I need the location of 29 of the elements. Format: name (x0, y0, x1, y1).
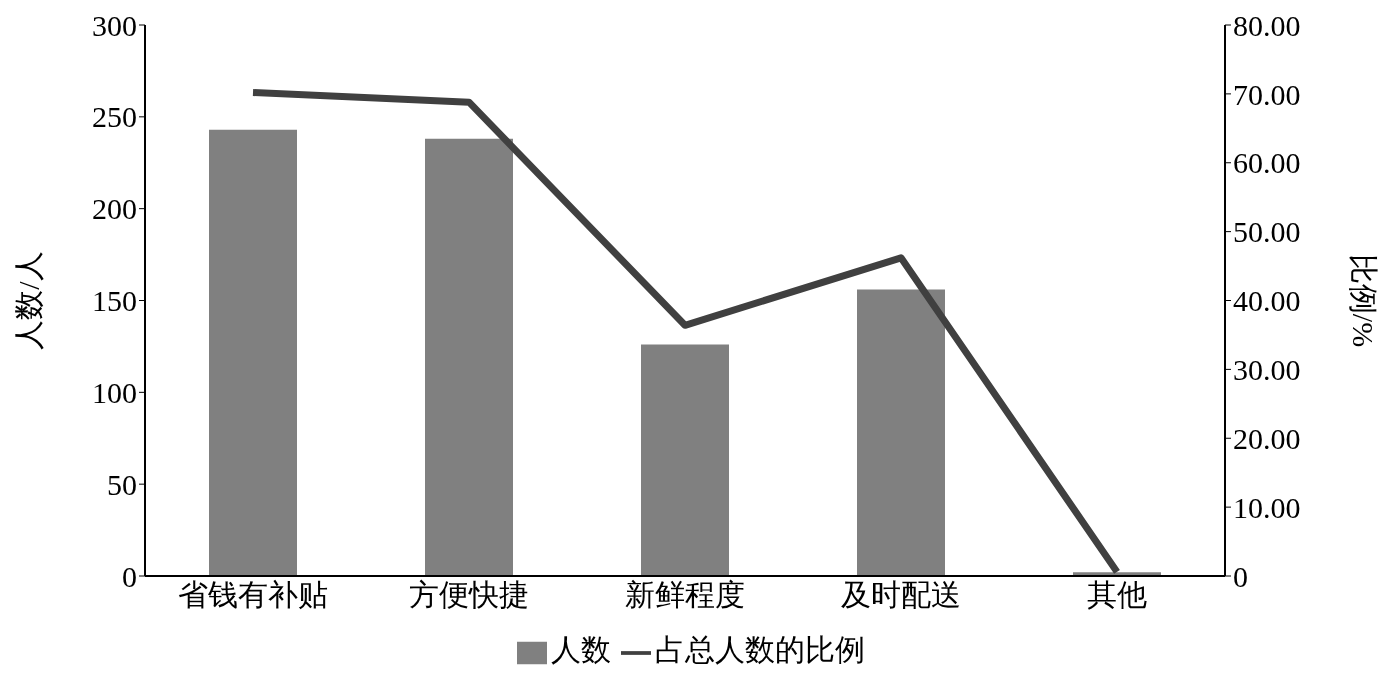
bar (425, 138, 513, 576)
y2-axis-title: 比例/% (1347, 253, 1381, 348)
y-tick-label: 0 (122, 559, 137, 593)
x-tick-label: 及时配送 (841, 578, 961, 612)
legend-label: 人数 (551, 633, 611, 666)
y-tick-label: 150 (92, 284, 137, 318)
y2-tick-label: 70.00 (1233, 77, 1301, 111)
x-tick-label: 省钱有补贴 (178, 578, 328, 612)
y-tick-label: 200 (92, 192, 137, 226)
y2-tick-label: 30.00 (1233, 353, 1301, 387)
y2-tick-label: 40.00 (1233, 284, 1301, 318)
x-tick-label: 新鲜程度 (625, 578, 745, 612)
bar (857, 289, 945, 576)
y2-tick-label: 10.00 (1233, 490, 1301, 524)
legend-label: 占总人数的比例 (655, 633, 865, 666)
y-tick-label: 300 (92, 8, 137, 42)
bar (641, 344, 729, 576)
y-tick-label: 250 (92, 100, 137, 134)
y2-tick-label: 60.00 (1233, 146, 1301, 180)
y2-tick-label: 50.00 (1233, 215, 1301, 249)
y-axis-title: 人数/人 (11, 251, 45, 350)
y-tick-label: 100 (92, 375, 137, 409)
bar (209, 129, 297, 576)
y2-tick-label: 80.00 (1233, 8, 1301, 42)
y2-tick-label: 0 (1233, 559, 1248, 593)
x-tick-label: 其他 (1087, 578, 1147, 612)
y-tick-label: 50 (107, 467, 137, 501)
y2-tick-label: 20.00 (1233, 421, 1301, 455)
x-tick-label: 方便快捷 (409, 578, 529, 612)
